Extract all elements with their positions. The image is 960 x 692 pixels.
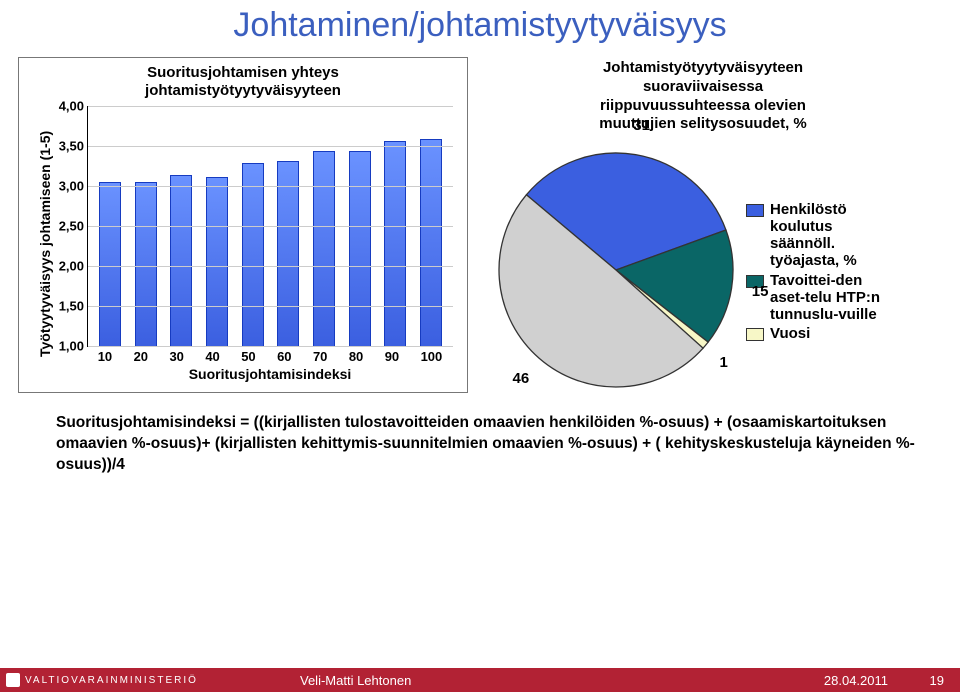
footer-logo: VALTIOVARAINMINISTERIÖ (6, 673, 198, 687)
pie-value-label: 46 (513, 370, 530, 387)
y-tick-label: 2,50 (48, 219, 84, 234)
lion-icon (6, 673, 20, 687)
y-tick-label: 1,00 (48, 339, 84, 354)
formula-text: Suoritusjohtamisindeksi = ((kirjallisten… (0, 405, 960, 475)
x-tick-label: 10 (98, 349, 112, 364)
pie-wrap: 3115146 Henkilöstö koulutus säännöll. ty… (480, 140, 942, 405)
bar (99, 182, 121, 346)
ministry-name: VALTIOVARAINMINISTERIÖ (25, 675, 198, 686)
pie-subtitle: Johtamistyötyytyväisyyteen suoraviivaise… (480, 51, 942, 140)
pie-chart-panel: Johtamistyötyytyväisyyteen suoraviivaise… (480, 51, 942, 405)
bar (170, 175, 192, 346)
gridline (88, 306, 453, 307)
x-tick-row: 10 20 30 40 50 60 70 80 90 100 (87, 347, 453, 364)
y-tick-label: 1,50 (48, 299, 84, 314)
bar (206, 177, 228, 346)
bar (420, 139, 442, 346)
bar-subtitle-line1: Suoritusjohtamisen yhteys (147, 64, 339, 81)
x-tick-label: 100 (421, 349, 443, 364)
bar (313, 151, 335, 346)
gridline (88, 106, 453, 107)
legend-text: Henkilöstö koulutus säännöll. työajasta,… (770, 201, 890, 270)
gridline (88, 266, 453, 267)
bar-plot-area: 1,001,502,002,503,003,504,00 (87, 106, 453, 347)
x-axis-label: Suoritusjohtamisindeksi (87, 366, 453, 382)
footer-date: 28.04.2011 (824, 673, 888, 688)
bar-chart-subtitle: Suoritusjohtamisen yhteys johtamistyötyy… (33, 64, 453, 100)
legend-swatch (746, 328, 764, 341)
bar-chart-body: Työtyytyväisyys johtamiseen (1-5) 1,001,… (33, 106, 453, 382)
legend-row: Vuosi (746, 325, 890, 342)
pie-chart (486, 140, 746, 400)
legend-text: Tavoittei-den aset-telu HTP:n tunnuslu-v… (770, 272, 890, 324)
bar (135, 182, 157, 346)
x-tick-label: 60 (277, 349, 291, 364)
x-tick-label: 80 (349, 349, 363, 364)
gridline (88, 146, 453, 147)
slide-title: Johtaminen/johtamistyytyväisyys (0, 0, 960, 45)
gridline (88, 226, 453, 227)
bar (384, 141, 406, 346)
footer-bar: VALTIOVARAINMINISTERIÖ Veli-Matti Lehton… (0, 668, 960, 692)
pie-legend: Henkilöstö koulutus säännöll. työajasta,… (746, 201, 890, 345)
y-tick-label: 2,00 (48, 259, 84, 274)
x-tick-label: 30 (169, 349, 183, 364)
pie-sub-l1: Johtamistyötyytyväisyyteen (603, 59, 803, 76)
pie-value-label: 15 (752, 283, 769, 300)
gridline (88, 186, 453, 187)
bar (242, 163, 264, 346)
pie-value-label: 31 (633, 117, 650, 134)
pie-sub-l2: suoraviivaisessa (643, 78, 763, 95)
gridline (88, 346, 453, 347)
legend-swatch (746, 204, 764, 217)
legend-row: Henkilöstö koulutus säännöll. työajasta,… (746, 201, 890, 270)
content-row: Suoritusjohtamisen yhteys johtamistyötyy… (0, 45, 960, 405)
x-tick-label: 90 (385, 349, 399, 364)
x-tick-label: 70 (313, 349, 327, 364)
y-tick-label: 3,00 (48, 179, 84, 194)
footer-page: 19 (930, 673, 944, 688)
pie-sub-l4: muuttujien selitysosuudet, % (599, 115, 807, 132)
bar-chart-box: Suoritusjohtamisen yhteys johtamistyötyy… (18, 57, 468, 393)
pie-sub-l3: riippuvuussuhteessa olevien (600, 97, 806, 114)
x-tick-label: 20 (134, 349, 148, 364)
y-tick-label: 4,00 (48, 99, 84, 114)
slide-page: Johtaminen/johtamistyytyväisyys Suoritus… (0, 0, 960, 692)
x-tick-label: 40 (205, 349, 219, 364)
bar-subtitle-line2: johtamistyötyytyväisyyteen (145, 82, 341, 99)
bar-chart-panel: Suoritusjohtamisen yhteys johtamistyötyy… (18, 51, 480, 405)
legend-text: Vuosi (770, 325, 810, 342)
bar-plot: 1,001,502,002,503,003,504,00 10 20 30 40 50 6… (53, 106, 453, 382)
bar (277, 161, 299, 346)
y-tick-label: 3,50 (48, 139, 84, 154)
footer-author: Veli-Matti Lehtonen (300, 673, 411, 688)
x-tick-label: 50 (241, 349, 255, 364)
bar (349, 151, 371, 346)
pie-value-label: 1 (720, 354, 728, 371)
